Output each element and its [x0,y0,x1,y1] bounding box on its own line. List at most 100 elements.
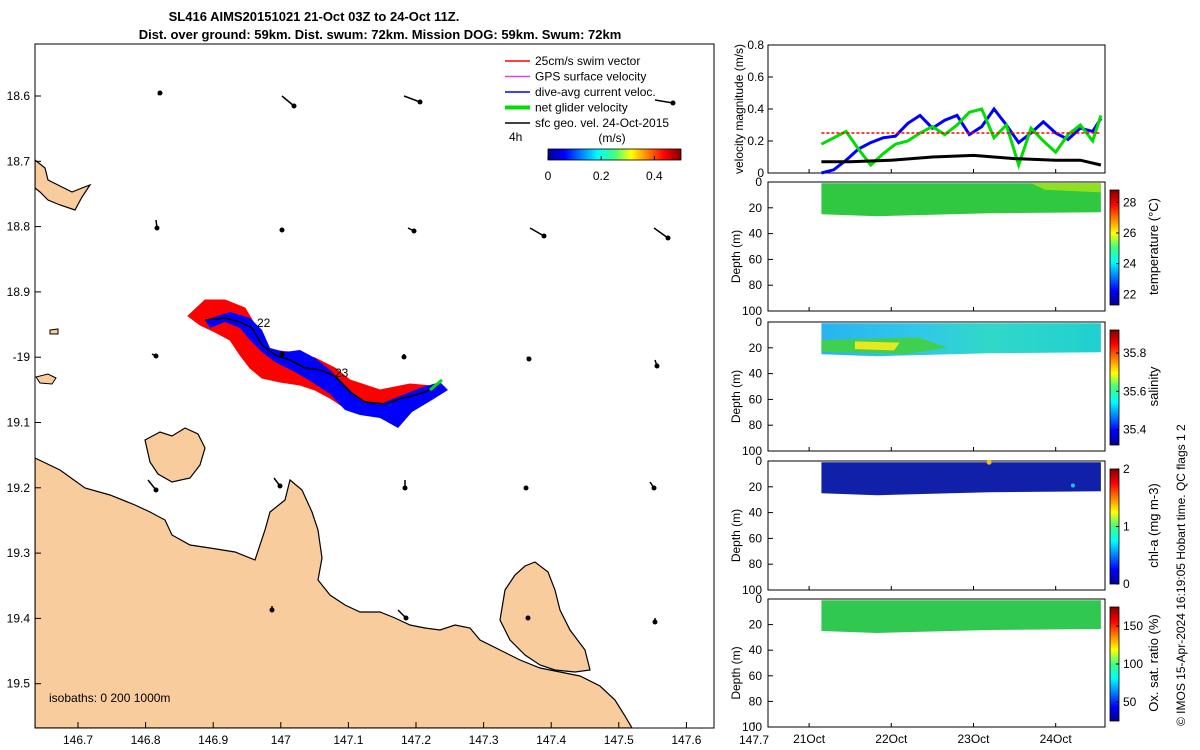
colorbar-bar [547,148,682,161]
depth-data-band [821,600,1101,633]
geo-vector-head [652,619,658,625]
x-tick-label: 21Oct [793,732,826,746]
y-axis-label: Depth (m) [729,646,743,699]
y-tick-label: 0.6 [747,70,764,84]
y-tick-label: 18.9 [7,285,31,299]
geo-vector-arrow [403,95,421,103]
geo-vector-head [269,607,275,613]
y-tick-label: 60 [749,531,763,545]
geo-vector-head [670,100,676,106]
colorbar-tick-label: 1 [1123,520,1130,534]
depth-data-band [821,462,1101,496]
y-tick-label: 18.6 [7,89,31,103]
colorbar-tick-label: 0.4 [646,169,663,183]
depth-data-band [821,183,1101,217]
geo-vector-arrow [281,95,295,107]
speed-colorbar: (m/s) 0 0.2 0.4 [545,131,682,183]
time-step-label: 4h [509,130,522,144]
chl-hotspot [986,459,992,465]
x-tick-label: 22Oct [875,732,908,746]
y-tick-label: 19.5 [7,677,31,691]
legend-label: sfc geo. vel. 24-Oct-2015 [535,116,669,130]
geo-vector-head [665,235,671,241]
y-tick-label: 19.2 [7,481,31,495]
day-label: 23 [335,366,349,380]
y-axis-label: Depth (m) [729,509,743,562]
legend-label: dive-avg current veloc. [535,85,656,99]
geo-vector-arrow [654,99,674,104]
y-tick-label: 100 [742,444,762,458]
depth-axes [767,181,1106,312]
x-tick-label: 146.8 [131,733,161,747]
y-tick-label: 0 [755,175,762,189]
legend-label: GPS surface velocity [535,70,646,84]
y-tick-label: 19.1 [7,416,31,430]
depth-axes [767,598,1106,728]
geo-vector-head [411,228,417,234]
map-y-axis: 18.6 18.7 18.8 18.9 -19 19.1 19.2 19.3 19.4 19.5 [7,89,41,691]
y-tick-label: 60 [749,669,763,683]
y-tick-label: 18.7 [7,154,31,168]
y-tick-label: 60 [749,252,763,266]
y-axis-label: Depth (m) [729,230,743,283]
colorbar-tick-label: 35.6 [1123,384,1147,398]
mainland [35,457,633,728]
x-tick-label: 147.7 [739,733,769,747]
y-tick-label: 0 [755,454,762,468]
colorbar-bar [1109,189,1120,306]
geo-vector-head [403,615,409,621]
x-tick-label: 23Oct [957,732,990,746]
depth-axes [767,321,1106,452]
y-tick-label: 0 [757,166,764,180]
y-tick-label: 0.4 [747,102,764,116]
x-tick-label: 147.6 [671,733,701,747]
colorbar-label: chl-a (mg m-3) [1146,483,1161,568]
figure-title-line2: Dist. over ground: 59km. Dist. swum: 72k… [139,27,622,42]
geo-vector-head [651,485,657,491]
colorbar-bar [1109,329,1120,446]
y-tick-label: 80 [749,278,763,292]
chl-hotspot [1070,483,1075,488]
y-tick-label: 60 [749,392,763,406]
palm-island [35,159,92,211]
colorbar-tick-label: 0.2 [593,169,610,183]
y-axis-label: velocity magnitude (m/s) [732,44,746,174]
colorbar-tick-label: 28 [1123,195,1137,209]
magnetic-island [144,427,206,483]
isobath-note: isobaths: 0 200 1000m [49,691,170,705]
depth-axes [767,460,1106,591]
geo-vector-head [401,354,407,360]
y-tick-label: 18.8 [7,220,31,234]
y-tick-label: -19 [13,350,31,364]
legend-label: 25cm/s swim vector [535,54,640,68]
y-tick-label: 80 [749,694,763,708]
y-tick-label: 100 [742,583,762,597]
geo-vector-head [153,353,159,359]
colorbar-label: Ox. sat. ratio (%) [1146,614,1161,712]
colorbar-tick-label: 24 [1123,257,1137,271]
colorbar-tick-label: 0 [545,169,552,183]
geo-vector-arrow [653,227,669,239]
x-tick-label: 24Oct [1040,732,1073,746]
y-tick-label: 80 [749,418,763,432]
geo-vector-head [417,99,423,105]
geo-vector-head [154,225,160,231]
colorbar-tick-label: 100 [1123,657,1143,671]
y-tick-label: 100 [742,304,762,318]
x-tick-label: 146.7 [63,733,93,747]
x-tick-label: 147.4 [536,733,566,747]
geo-vector-head [526,356,532,362]
y-tick-label: 20 [749,618,763,632]
colorbar-tick-label: 2 [1123,462,1130,476]
temperature-patch [1031,183,1101,193]
y-tick-label: 0 [755,592,762,606]
colorbar-tick-label: 35.4 [1123,423,1147,437]
geo-vector-head [525,615,531,621]
figure-title-line1: SL416 AIMS20151021 21-Oct 03Z to 24-Oct … [169,9,460,24]
x-tick-label: 147.3 [469,733,499,747]
y-tick-label: 100 [742,720,762,734]
legend-label: net glider velocity [535,101,628,115]
y-tick-label: 19.3 [7,546,31,560]
colorbar-tick-label: 0 [1123,577,1130,591]
